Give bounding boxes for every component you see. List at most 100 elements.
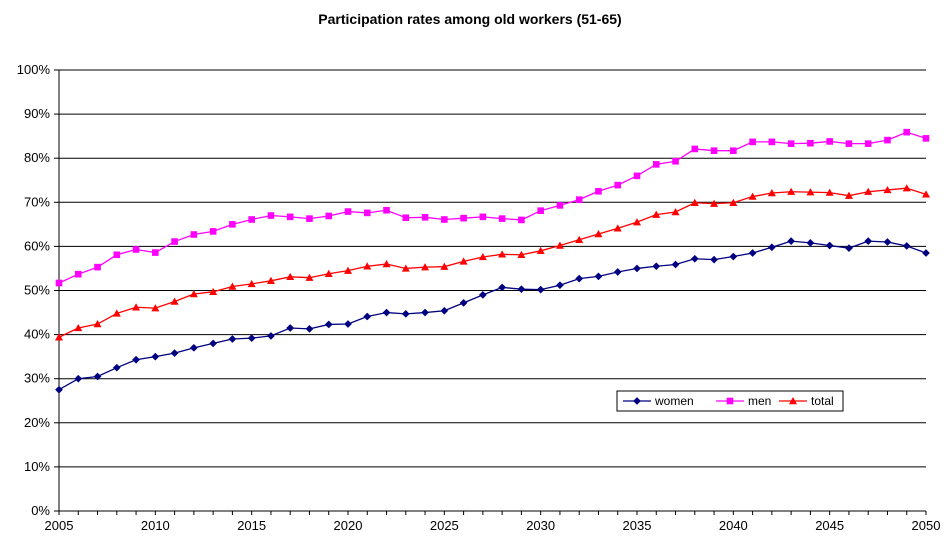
data-point-women: [440, 306, 449, 315]
data-point-total: [459, 257, 468, 265]
data-point-women: [74, 374, 83, 383]
data-point-men: [441, 216, 448, 223]
x-tick-label: 2015: [237, 518, 266, 533]
data-point-total: [844, 191, 853, 199]
y-tick-label: 80%: [24, 150, 50, 165]
data-point-total: [555, 241, 564, 249]
data-point-men: [922, 135, 930, 142]
data-point-men: [652, 161, 660, 168]
data-point-total: [594, 230, 603, 238]
data-point-women: [209, 339, 218, 348]
legend-marker-women: [633, 397, 641, 405]
data-point-women: [729, 252, 738, 261]
data-point-total: [787, 187, 796, 195]
data-point-women: [555, 281, 564, 290]
data-point-men: [55, 279, 63, 287]
x-tick-label: 2045: [815, 518, 844, 533]
data-point-total: [536, 246, 545, 255]
data-point-men: [845, 140, 853, 147]
data-point-men: [903, 128, 911, 136]
x-tick-label: 2005: [45, 518, 74, 533]
y-tick-label: 10%: [24, 459, 50, 474]
series-line-total: [58, 187, 927, 338]
data-point-women: [382, 308, 391, 317]
data-point-men: [749, 138, 756, 146]
data-point-total: [575, 235, 584, 243]
data-point-women: [305, 324, 314, 333]
data-point-men: [787, 140, 795, 147]
data-point-men: [344, 208, 352, 215]
series-line-men: [58, 131, 927, 284]
axes: 0% 10% 20% 30% 40% 50% 60% 70% 80% 90% 100% 2005 201…: [17, 62, 941, 533]
data-point-men: [171, 238, 178, 245]
data-point-women: [459, 298, 468, 307]
data-point-men: [807, 139, 814, 147]
data-point-men: [383, 206, 390, 214]
data-point-women: [189, 343, 198, 352]
x-tick-label: 2030: [526, 518, 555, 533]
data-point-men: [518, 216, 525, 224]
data-point-total: [613, 224, 622, 232]
data-point-women: [132, 355, 141, 364]
data-point-total: [112, 309, 121, 317]
data-point-total: [902, 184, 911, 192]
data-point-women: [594, 272, 603, 281]
data-point-men: [286, 213, 294, 221]
legend-label-total: total: [811, 394, 834, 408]
data-point-men: [498, 215, 506, 222]
x-tick-label: 2040: [719, 518, 748, 533]
data-point-women: [536, 285, 545, 294]
data-point-women: [344, 320, 352, 328]
data-point-total: [710, 199, 719, 207]
data-point-women: [652, 262, 661, 271]
data-point-total: [825, 188, 834, 196]
data-point-total: [401, 264, 410, 272]
data-point-men: [575, 196, 583, 203]
data-point-men: [826, 138, 833, 145]
data-point-women: [825, 241, 834, 250]
data-point-total: [864, 187, 873, 195]
data-point-total: [671, 208, 680, 216]
data-point-men: [864, 140, 872, 147]
series-men: [55, 128, 930, 287]
data-point-women: [401, 309, 410, 318]
data-point-total: [633, 218, 641, 226]
legend-marker-men: [726, 397, 734, 405]
legend-marker-total: [789, 397, 797, 405]
x-tick-label: 2035: [623, 518, 652, 533]
data-point-women: [93, 372, 102, 381]
data-point-total: [498, 250, 507, 258]
data-point-total: [170, 297, 179, 305]
data-point-women: [228, 335, 237, 343]
data-point-men: [94, 263, 101, 271]
data-point-women: [286, 324, 295, 332]
data-point-total: [922, 190, 930, 198]
series-total: [55, 184, 930, 341]
data-point-women: [421, 308, 430, 317]
data-point-men: [460, 214, 467, 222]
data-point-men: [884, 136, 891, 144]
x-tick-label: 2050: [912, 518, 941, 533]
data-point-total: [421, 263, 430, 271]
data-point-men: [556, 202, 564, 209]
y-tick-label: 20%: [24, 415, 50, 430]
data-point-women: [883, 238, 892, 246]
data-point-women: [844, 244, 853, 253]
data-point-women: [112, 363, 121, 372]
data-point-total: [440, 262, 449, 270]
data-point-women: [247, 334, 256, 343]
data-point-women: [864, 237, 873, 246]
data-point-total: [478, 252, 487, 261]
data-point-women: [55, 385, 63, 394]
data-point-men: [402, 214, 410, 222]
series-lines: [55, 128, 930, 394]
data-point-total: [132, 303, 141, 311]
legend-label-men: men: [748, 394, 771, 408]
data-point-total: [266, 276, 275, 284]
x-tick-label: 2025: [430, 518, 459, 533]
data-point-total: [55, 333, 63, 341]
data-point-women: [324, 320, 333, 329]
data-point-total: [344, 266, 352, 274]
data-point-women: [266, 331, 275, 340]
